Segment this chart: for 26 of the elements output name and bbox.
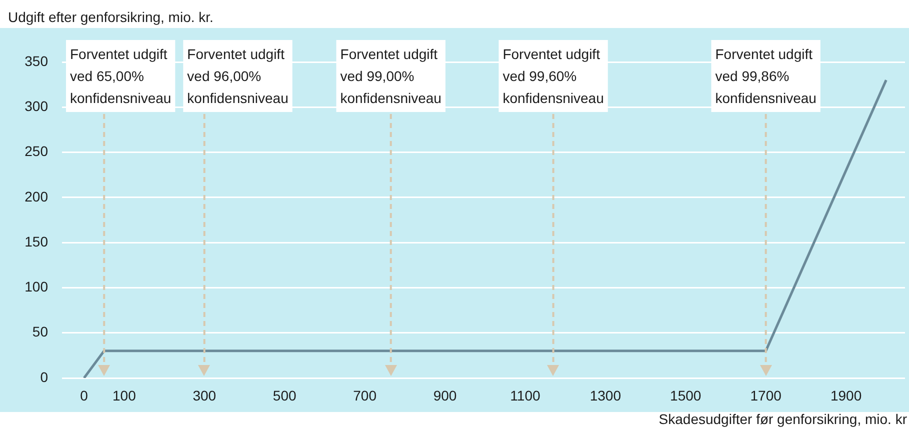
x-tick-label: 100 <box>112 387 136 404</box>
x-tick-label: 1900 <box>830 387 862 404</box>
x-tick-label: 700 <box>353 387 377 404</box>
x-tick-label: 500 <box>272 387 296 404</box>
x-tick-label: 1100 <box>510 387 540 404</box>
y-tick-label: 300 <box>24 98 48 114</box>
y-tick-label: 250 <box>24 143 48 160</box>
x-tick-label: 0 <box>80 387 88 404</box>
x-tick-label: 300 <box>192 387 216 404</box>
x-tick-label: 1700 <box>750 387 782 404</box>
y-tick-label: 350 <box>24 52 48 69</box>
y-tick-label: 100 <box>24 278 48 295</box>
x-tick-label: 1300 <box>590 387 622 404</box>
ref-line-label: Forventet udgift ved 99,86% konfidensniveau <box>715 46 816 106</box>
y-axis-title: Udgift efter genforsikring, mio. kr. <box>8 9 214 25</box>
ref-line-label: Forventet udgift ved 99,60% konfidensniveau <box>502 46 604 106</box>
y-tick-label: 0 <box>40 368 48 385</box>
x-axis-title: Skadesudgifter før genforsikring, mio. kr <box>658 411 908 427</box>
y-tick-label: 150 <box>24 233 48 250</box>
ref-line-label: Forventet udgift ved 96,00% konfidensniveau <box>187 46 288 106</box>
x-tick-label: 1500 <box>670 387 702 404</box>
y-tick-label: 50 <box>32 324 48 340</box>
x-tick-label: 900 <box>433 387 457 404</box>
y-tick-label: 200 <box>24 188 48 204</box>
ref-line-label: Forventet udgift ved 65,00% konfidensniveau <box>70 46 172 106</box>
ref-line-label: Forventet udgift ved 99,00% konfidensniveau <box>340 46 442 106</box>
